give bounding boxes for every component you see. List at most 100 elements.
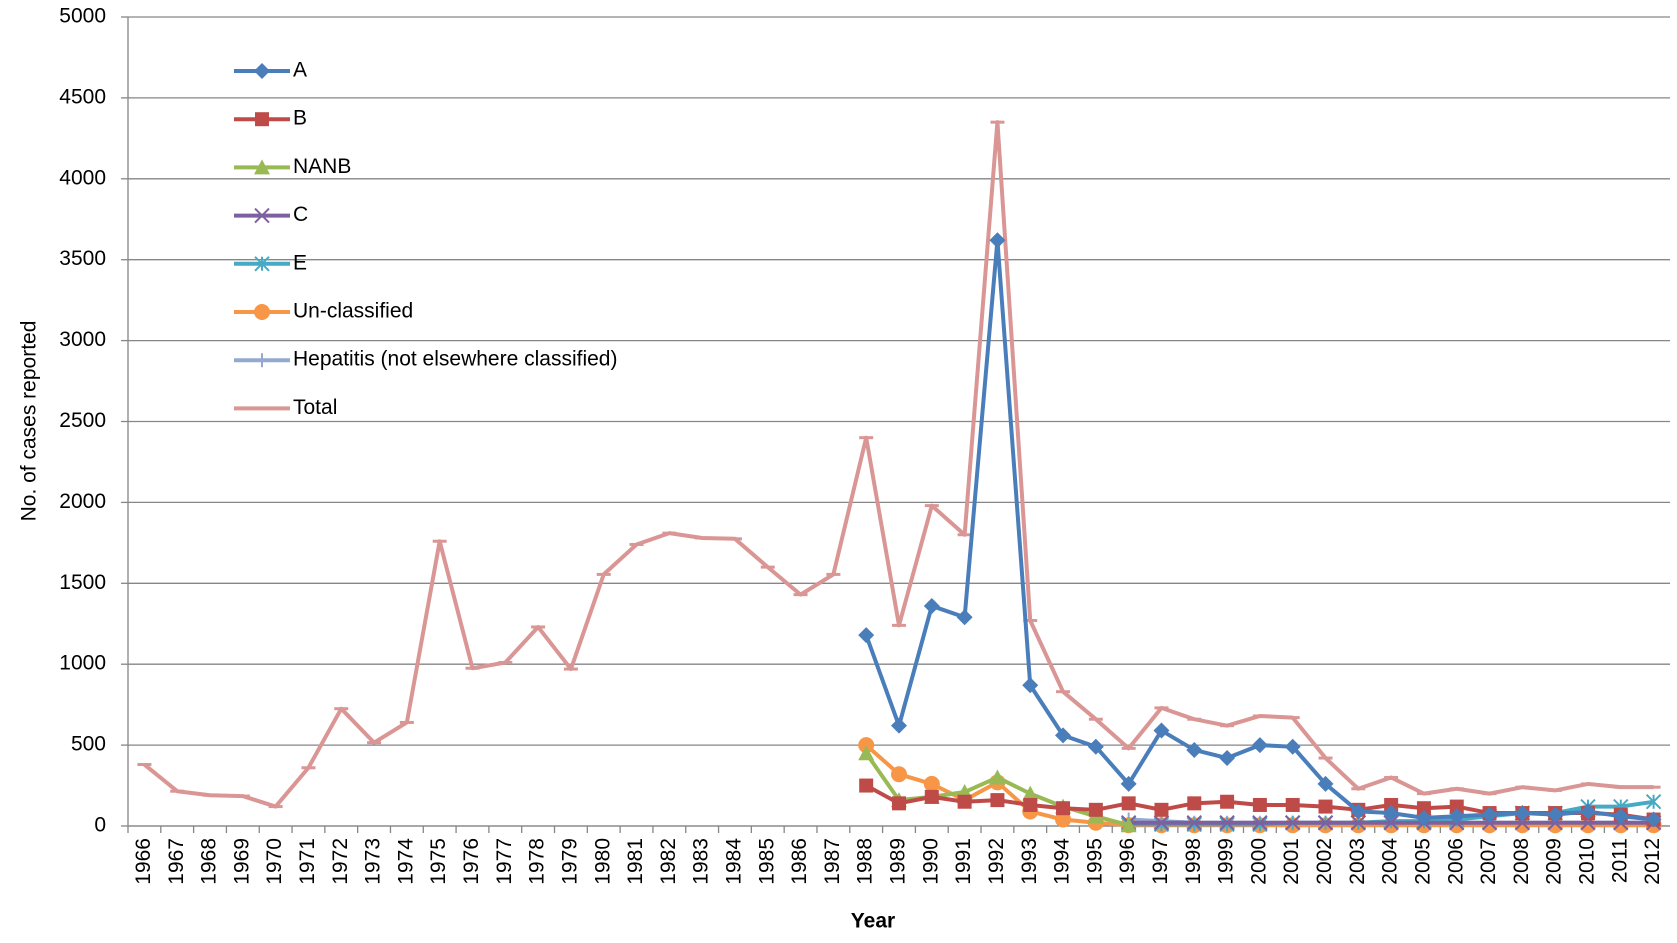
x-tick-label: 1974 xyxy=(394,838,417,885)
x-tick-label: 2002 xyxy=(1313,838,1336,885)
marker xyxy=(956,609,973,626)
x-tick-label: 1970 xyxy=(263,838,286,885)
x-tick-label: 1985 xyxy=(755,838,778,885)
marker xyxy=(989,769,1006,785)
y-tick-label: 5000 xyxy=(59,5,106,28)
marker xyxy=(1153,815,1170,831)
x-tick-label: 1979 xyxy=(558,838,581,885)
x-tick-label: 2010 xyxy=(1576,838,1599,885)
marker xyxy=(859,778,874,793)
marker xyxy=(1645,794,1662,810)
legend-label: Un-classified xyxy=(293,300,413,323)
x-tick-label: 1978 xyxy=(526,838,549,885)
line xyxy=(864,238,1654,822)
x-tick-label: 1983 xyxy=(690,838,713,885)
x-tick-label: 2007 xyxy=(1477,838,1500,885)
x-tick-label: 1975 xyxy=(427,838,450,885)
x-tick-label: 2006 xyxy=(1444,838,1467,885)
marker xyxy=(1284,815,1301,831)
marker xyxy=(924,789,939,804)
marker xyxy=(1318,799,1333,814)
x-tick-label: 2011 xyxy=(1608,838,1631,883)
marker xyxy=(255,112,269,127)
line xyxy=(143,120,1654,809)
x-tick-label: 2003 xyxy=(1346,838,1369,885)
marker xyxy=(1186,741,1203,758)
marker xyxy=(1022,677,1039,694)
x-axis-label: Year xyxy=(851,910,895,933)
marker xyxy=(858,627,875,644)
marker xyxy=(1350,815,1367,831)
marker xyxy=(1120,775,1137,792)
x-tick-label: 2012 xyxy=(1641,838,1664,885)
marker xyxy=(989,232,1006,249)
y-tick-label: 0 xyxy=(94,814,106,837)
marker xyxy=(254,159,270,175)
marker xyxy=(891,766,907,783)
x-tick-label: 1966 xyxy=(132,838,155,885)
marker xyxy=(1514,805,1531,822)
x-tick-label: 1994 xyxy=(1051,838,1074,885)
legend-label: Total xyxy=(293,396,337,419)
y-tick-label: 3000 xyxy=(59,328,106,351)
x-tick-label: 1986 xyxy=(788,838,811,885)
x-tick-label: 1981 xyxy=(624,838,647,885)
marker xyxy=(1481,806,1498,823)
marker xyxy=(1579,803,1596,820)
y-tick-label: 2000 xyxy=(59,490,106,513)
marker xyxy=(858,737,875,754)
x-tick-label: 2005 xyxy=(1411,838,1434,885)
x-tick-label: 1971 xyxy=(296,838,319,885)
marker xyxy=(1120,817,1137,833)
marker xyxy=(990,793,1005,808)
marker xyxy=(1284,738,1301,755)
x-tick-label: 2008 xyxy=(1510,838,1533,885)
marker xyxy=(1416,801,1431,816)
x-tick-label: 1992 xyxy=(985,838,1008,885)
x-tick-label: 2009 xyxy=(1543,838,1566,885)
series xyxy=(137,120,1661,809)
marker xyxy=(1154,802,1169,817)
marker xyxy=(1023,797,1038,812)
marker xyxy=(1056,801,1071,816)
marker xyxy=(957,794,972,809)
marker xyxy=(1088,802,1103,817)
x-tick-label: 1993 xyxy=(1018,838,1041,885)
marker xyxy=(1186,815,1202,831)
x-tick-label: 1977 xyxy=(493,838,516,885)
x-tick-label: 1972 xyxy=(329,838,352,885)
y-tick-label: 2500 xyxy=(59,409,106,432)
marker xyxy=(1383,815,1399,831)
x-tick-label: 1982 xyxy=(657,838,680,885)
legend-label: A xyxy=(293,59,307,82)
x-tick-label: 1991 xyxy=(952,838,975,885)
marker xyxy=(1449,799,1464,814)
marker xyxy=(1087,738,1104,755)
x-tick-label: 1990 xyxy=(919,838,942,885)
marker xyxy=(1252,797,1267,812)
y-tick-label: 3500 xyxy=(59,247,106,270)
marker xyxy=(1219,750,1236,767)
marker xyxy=(1317,775,1334,792)
legend-label: NANB xyxy=(293,155,351,178)
x-tick-label: 1989 xyxy=(887,838,910,885)
marker xyxy=(1220,794,1235,809)
legend-label: C xyxy=(293,203,308,226)
y-tick-label: 1000 xyxy=(59,652,106,675)
x-tick-label: 1969 xyxy=(230,838,253,885)
marker xyxy=(1055,727,1072,744)
marker xyxy=(1153,722,1170,739)
marker xyxy=(1219,815,1235,831)
marker xyxy=(1317,815,1334,831)
series xyxy=(858,232,1662,828)
marker xyxy=(1350,803,1367,820)
x-tick-label: 1987 xyxy=(821,838,844,885)
marker xyxy=(1055,811,1072,828)
marker xyxy=(1384,797,1399,812)
marker xyxy=(1251,737,1268,754)
x-tick-label: 1997 xyxy=(1149,838,1172,885)
x-tick-label: 2000 xyxy=(1247,838,1270,885)
y-tick-label: 1500 xyxy=(59,571,106,594)
marker xyxy=(1448,808,1465,825)
marker xyxy=(1415,809,1432,826)
